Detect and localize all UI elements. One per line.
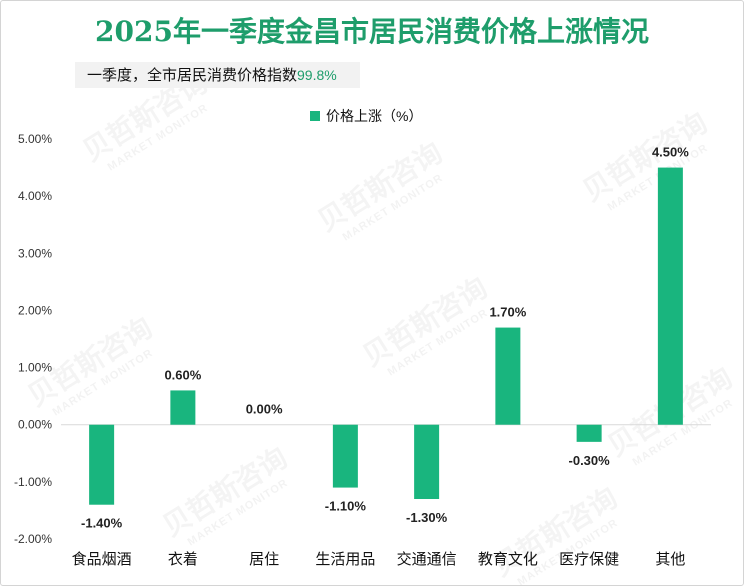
data-label: -1.40% bbox=[81, 516, 123, 531]
category-label: 居住 bbox=[249, 551, 279, 568]
bar bbox=[332, 424, 358, 488]
summary-text: 一季度，全市居民消费价格指数 bbox=[87, 67, 298, 84]
y-tick-label: 3.00% bbox=[18, 246, 52, 260]
y-tick-label: -1.00% bbox=[14, 475, 52, 489]
legend-swatch bbox=[310, 111, 320, 121]
y-tick-label: -2.00% bbox=[14, 532, 52, 546]
category-label: 生活用品 bbox=[315, 551, 375, 568]
legend: 价格上涨（%） bbox=[310, 107, 422, 125]
legend-label: 价格上涨（%） bbox=[326, 108, 423, 124]
chart-title: 2025年一季度金昌市居民消费价格上涨情况 bbox=[95, 15, 649, 48]
bar bbox=[576, 424, 602, 442]
category-label: 医疗保健 bbox=[559, 551, 619, 568]
bar bbox=[495, 327, 521, 425]
category-label: 教育文化 bbox=[478, 551, 538, 568]
data-label: 0.00% bbox=[246, 402, 283, 417]
data-label: 1.70% bbox=[489, 305, 526, 320]
y-tick-label: 4.00% bbox=[18, 189, 52, 203]
bar bbox=[414, 424, 440, 499]
category-label: 交通通信 bbox=[397, 550, 457, 568]
bar bbox=[657, 167, 683, 425]
summary-value: 99.8% bbox=[297, 67, 337, 83]
y-tick-label: 1.00% bbox=[18, 361, 52, 375]
category-label: 其他 bbox=[655, 551, 685, 568]
category-label: 食品烟酒 bbox=[72, 551, 132, 568]
data-label: -1.10% bbox=[325, 499, 367, 514]
y-tick-label: 2.00% bbox=[18, 303, 52, 317]
data-label: -1.30% bbox=[406, 510, 448, 525]
summary-box: 一季度，全市居民消费价格指数99.8% bbox=[75, 62, 360, 88]
data-label: -0.30% bbox=[569, 453, 611, 468]
bar bbox=[89, 424, 115, 505]
bar bbox=[170, 390, 196, 425]
data-label: 0.60% bbox=[164, 367, 201, 382]
y-tick-label: 0.00% bbox=[18, 418, 52, 432]
data-label: 4.50% bbox=[652, 145, 689, 160]
y-tick-label: 5.00% bbox=[18, 132, 52, 146]
category-label: 衣着 bbox=[168, 551, 198, 568]
